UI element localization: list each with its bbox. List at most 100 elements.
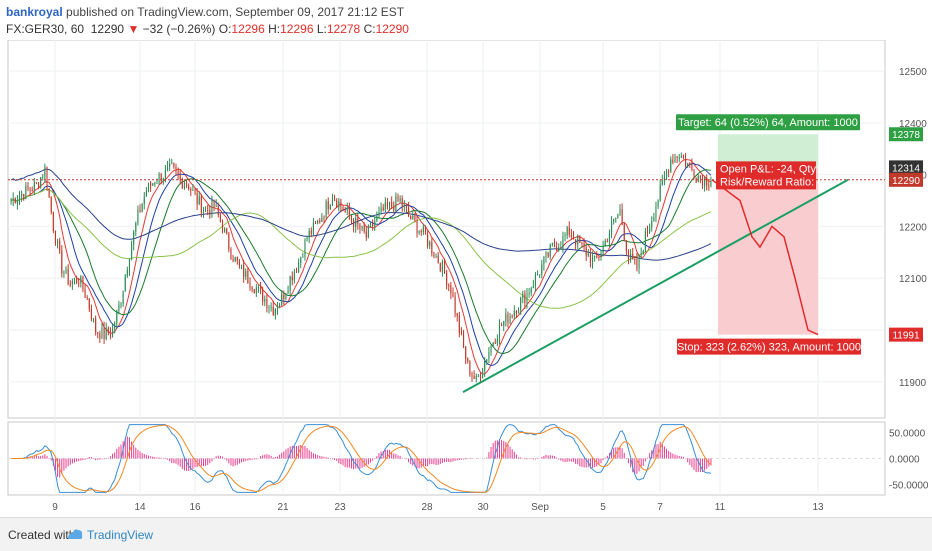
candle-body: [462, 333, 465, 347]
candle-body: [363, 225, 365, 232]
candle-body: [103, 327, 105, 339]
candle-body: [488, 352, 490, 360]
candle-body: [175, 166, 177, 172]
candle-body: [319, 220, 321, 223]
candle-body: [150, 182, 152, 186]
candle-body: [266, 298, 268, 308]
candle-body: [234, 257, 236, 262]
candle-body: [156, 182, 158, 184]
candle-body: [564, 235, 566, 237]
candle-body: [16, 200, 18, 204]
x-tick-label: 9: [52, 502, 58, 513]
candle-body: [450, 284, 452, 294]
candle-body: [655, 206, 657, 218]
candle-body: [54, 231, 57, 244]
candle-body: [137, 209, 139, 223]
osc-tick-label: 0.0000: [889, 455, 920, 466]
candle-body: [566, 227, 568, 236]
candle-body: [196, 193, 198, 204]
candle-body: [585, 246, 587, 256]
candle-body: [279, 304, 281, 308]
candle-body: [202, 210, 205, 213]
candle-body: [145, 191, 147, 197]
candle-body: [264, 298, 266, 302]
price-badge: 12314: [889, 160, 923, 175]
candle-body: [118, 304, 120, 311]
candle-body: [706, 178, 708, 186]
candle-body: [572, 236, 575, 240]
candle-body: [353, 219, 355, 227]
moving-averages: [10, 158, 712, 375]
price-badge: 12290: [889, 172, 923, 187]
x-tick-label: 23: [334, 502, 346, 513]
candle-body: [367, 226, 369, 238]
candle-body: [154, 183, 156, 185]
candle-body: [126, 269, 128, 277]
candle-body: [498, 325, 501, 339]
stop-label: Stop: 323 (2.62%) 323, Amount: 1000: [677, 338, 861, 355]
candle-body: [374, 221, 376, 227]
ma-slow-line: [10, 169, 711, 355]
candle-body: [37, 182, 40, 188]
candle-body: [276, 307, 279, 309]
price-badge-label: 12290: [892, 176, 920, 187]
candle-body: [591, 257, 594, 263]
candle-body: [255, 288, 257, 293]
candle-body: [334, 199, 336, 201]
candle-body: [530, 288, 532, 294]
candle-body: [260, 286, 262, 289]
candle-body: [600, 253, 602, 258]
candle-body: [691, 164, 693, 170]
candle-body: [615, 218, 617, 220]
candle-body: [141, 204, 143, 213]
candle-body: [164, 169, 166, 178]
candle-body: [640, 253, 642, 255]
candle-body: [429, 241, 431, 246]
candle-body: [710, 182, 712, 186]
candle-body: [372, 223, 374, 227]
candle-body: [213, 199, 215, 207]
candle-body: [479, 375, 482, 378]
candle-body: [579, 235, 581, 243]
author-name[interactable]: bankroyal: [6, 5, 63, 19]
candle-body: [139, 209, 141, 213]
candle-body: [443, 261, 446, 273]
candle-body: [460, 332, 462, 334]
candle-body: [410, 216, 412, 220]
candle-body: [587, 253, 589, 256]
tradingview-brand[interactable]: TradingView: [87, 528, 154, 542]
tradingview-logo-icon: [68, 529, 83, 539]
candle-body: [107, 328, 109, 333]
candle-body: [84, 289, 86, 298]
x-tick-label: 16: [189, 502, 201, 513]
price-badge-bg: [889, 127, 923, 142]
candle-body: [304, 239, 306, 257]
candle-body: [338, 201, 340, 208]
y-tick-label: 11900: [899, 378, 927, 389]
candle-body: [245, 270, 247, 277]
candle-body: [215, 205, 217, 207]
candle-body: [171, 163, 173, 165]
candle-body: [198, 196, 200, 204]
osc-tick-label: -50.0000: [889, 481, 929, 492]
candle-body: [226, 228, 228, 234]
candle-body: [680, 156, 682, 158]
candle-body: [534, 274, 536, 286]
candle-body: [575, 239, 577, 245]
price-badge-bg: [889, 160, 923, 175]
candle-body: [456, 313, 458, 317]
candle-body: [325, 201, 327, 218]
candle-body: [283, 294, 285, 299]
candle-body: [281, 294, 283, 305]
trendline: [462, 178, 849, 393]
candle-body: [143, 196, 145, 205]
oscillator-pane: [8, 424, 885, 493]
candle-body: [471, 374, 473, 377]
published-text: published on TradingView.com, September …: [66, 5, 405, 19]
candle-body: [33, 182, 35, 191]
candle-body: [369, 223, 372, 227]
price-chart[interactable]: 12500124001230012200121001190050.00000.0…: [0, 40, 932, 517]
candle-body: [473, 376, 475, 380]
x-tick-label: 5: [600, 502, 606, 513]
candle-body: [701, 177, 704, 186]
